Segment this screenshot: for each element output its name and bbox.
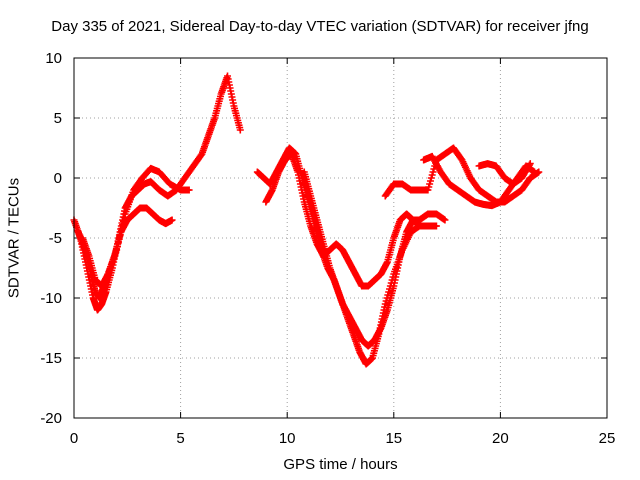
data-point: [120, 214, 128, 222]
data-point: [415, 222, 423, 230]
data-point: [119, 217, 127, 225]
x-tick-label: 10: [279, 430, 296, 447]
x-tick-label: 15: [385, 430, 402, 447]
plot-frame: [73, 57, 608, 419]
x-axis-label: GPS time / hours: [283, 456, 398, 473]
y-tick-label: -10: [40, 290, 62, 307]
data-point: [236, 126, 244, 134]
x-tick-label: 20: [492, 430, 509, 447]
data-point: [115, 235, 123, 243]
y-tick-label: 5: [54, 110, 62, 127]
x-tick-label: 25: [599, 430, 616, 447]
x-tick-label: 0: [70, 430, 78, 447]
tick-labels: 0 5 10 15 20 25 -20 -15 -10 -5 0 5 10: [40, 50, 615, 447]
data-point: [116, 232, 124, 240]
chart-title: Day 335 of 2021, Sidereal Day-to-day VTE…: [51, 18, 589, 35]
data-point: [525, 161, 533, 169]
data-point: [526, 160, 534, 168]
data-point: [113, 242, 121, 250]
grid-lines: [73, 57, 608, 419]
data-point: [531, 168, 539, 176]
y-tick-label: 10: [45, 50, 62, 67]
data-point: [118, 224, 126, 232]
x-tick-label: 5: [176, 430, 184, 447]
y-tick-label: -5: [49, 230, 62, 247]
data-point: [117, 228, 125, 236]
data-point: [432, 222, 440, 230]
y-tick-label: -20: [40, 410, 62, 427]
y-tick-label: -15: [40, 350, 62, 367]
data-point: [441, 216, 449, 224]
y-axis-label: SDTVAR / TECUs: [5, 177, 23, 299]
data-points: [70, 72, 543, 368]
data-point: [113, 246, 121, 254]
data-point: [168, 216, 176, 224]
data-point: [114, 239, 122, 247]
y-tick-label: 0: [54, 170, 62, 187]
data-point: [119, 221, 127, 229]
data-point: [185, 186, 193, 194]
